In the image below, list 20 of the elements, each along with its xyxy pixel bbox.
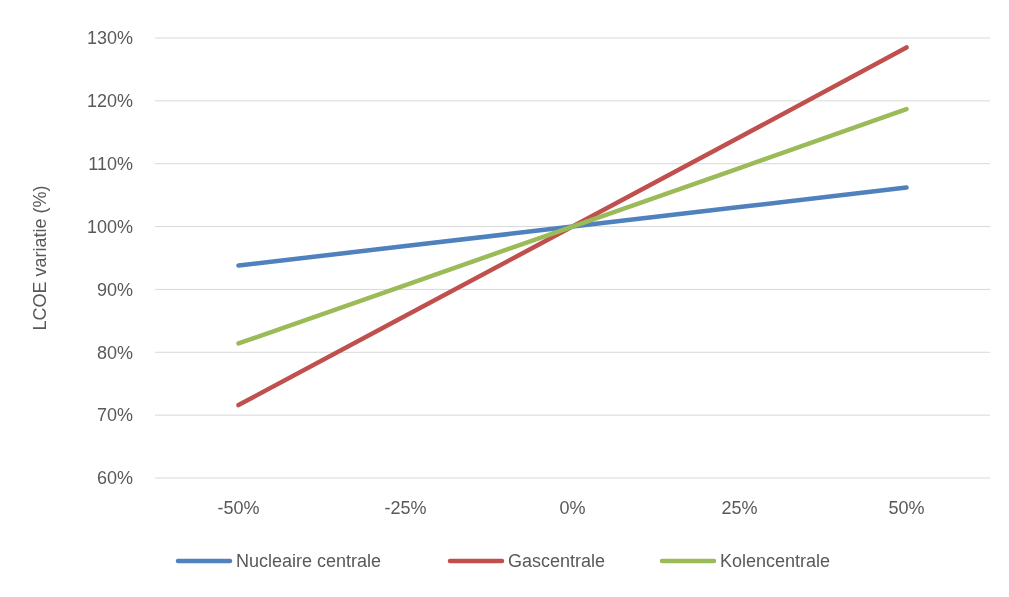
y-tick-label: 100% [86, 216, 133, 237]
line-series [236, 185, 909, 268]
line-series [236, 45, 909, 408]
y-tick-label: 120% [86, 91, 133, 112]
y-tick-label: 130% [86, 28, 133, 49]
x-tick-label: 0% [559, 498, 586, 518]
y-tick-label: 90% [96, 279, 133, 300]
x-tick-label: 25% [721, 498, 758, 518]
legend-label: Gascentrale [508, 551, 606, 572]
x-tick-label: -25% [384, 498, 427, 518]
y-tick-label: 80% [96, 342, 133, 363]
y-tick-label: 110% [88, 154, 133, 175]
x-tick-label: 50% [888, 498, 925, 518]
y-tick-label: 60% [96, 468, 133, 489]
x-tick-label: -50% [217, 498, 260, 518]
legend-label: Nucleaire centrale [236, 551, 382, 572]
y-tick-label: 70% [96, 405, 133, 426]
legend-label: Kolencentrale [720, 551, 831, 572]
y-axis-title: LCOE variatie (%) [30, 185, 51, 331]
line-series [236, 106, 909, 346]
